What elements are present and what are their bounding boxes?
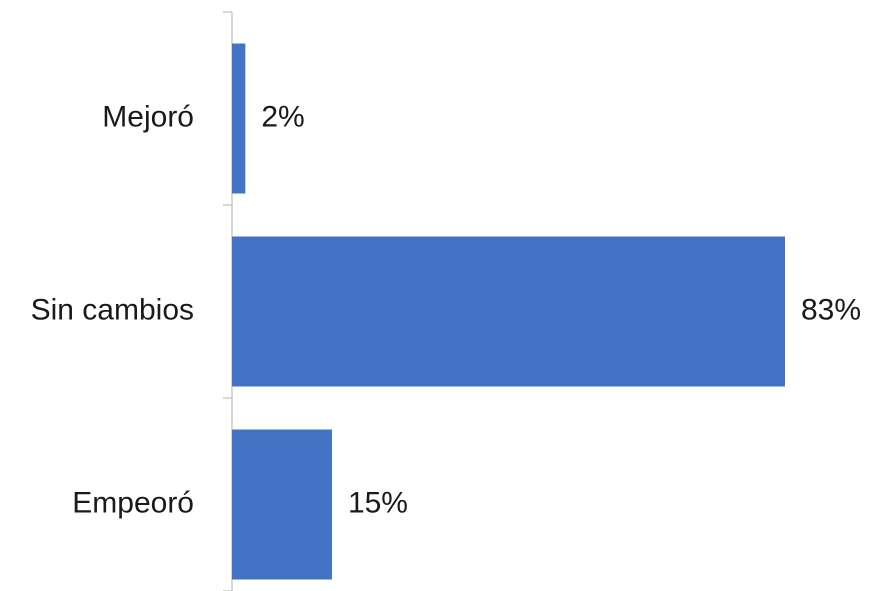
bars-layer bbox=[232, 43, 785, 580]
category-label: Sin cambios bbox=[31, 293, 194, 326]
category-label: Empeoró bbox=[72, 486, 194, 519]
axis-layer bbox=[223, 11, 233, 591]
data-label: 83% bbox=[801, 293, 861, 326]
data-label: 15% bbox=[348, 486, 408, 519]
labels-layer: Mejoró 2% Sin cambios 83% Empeoró 15% bbox=[31, 100, 861, 519]
category-label: Mejoró bbox=[102, 100, 194, 133]
bar bbox=[232, 429, 332, 580]
bar bbox=[232, 236, 785, 387]
bar bbox=[232, 43, 246, 194]
data-label: 2% bbox=[261, 100, 304, 133]
